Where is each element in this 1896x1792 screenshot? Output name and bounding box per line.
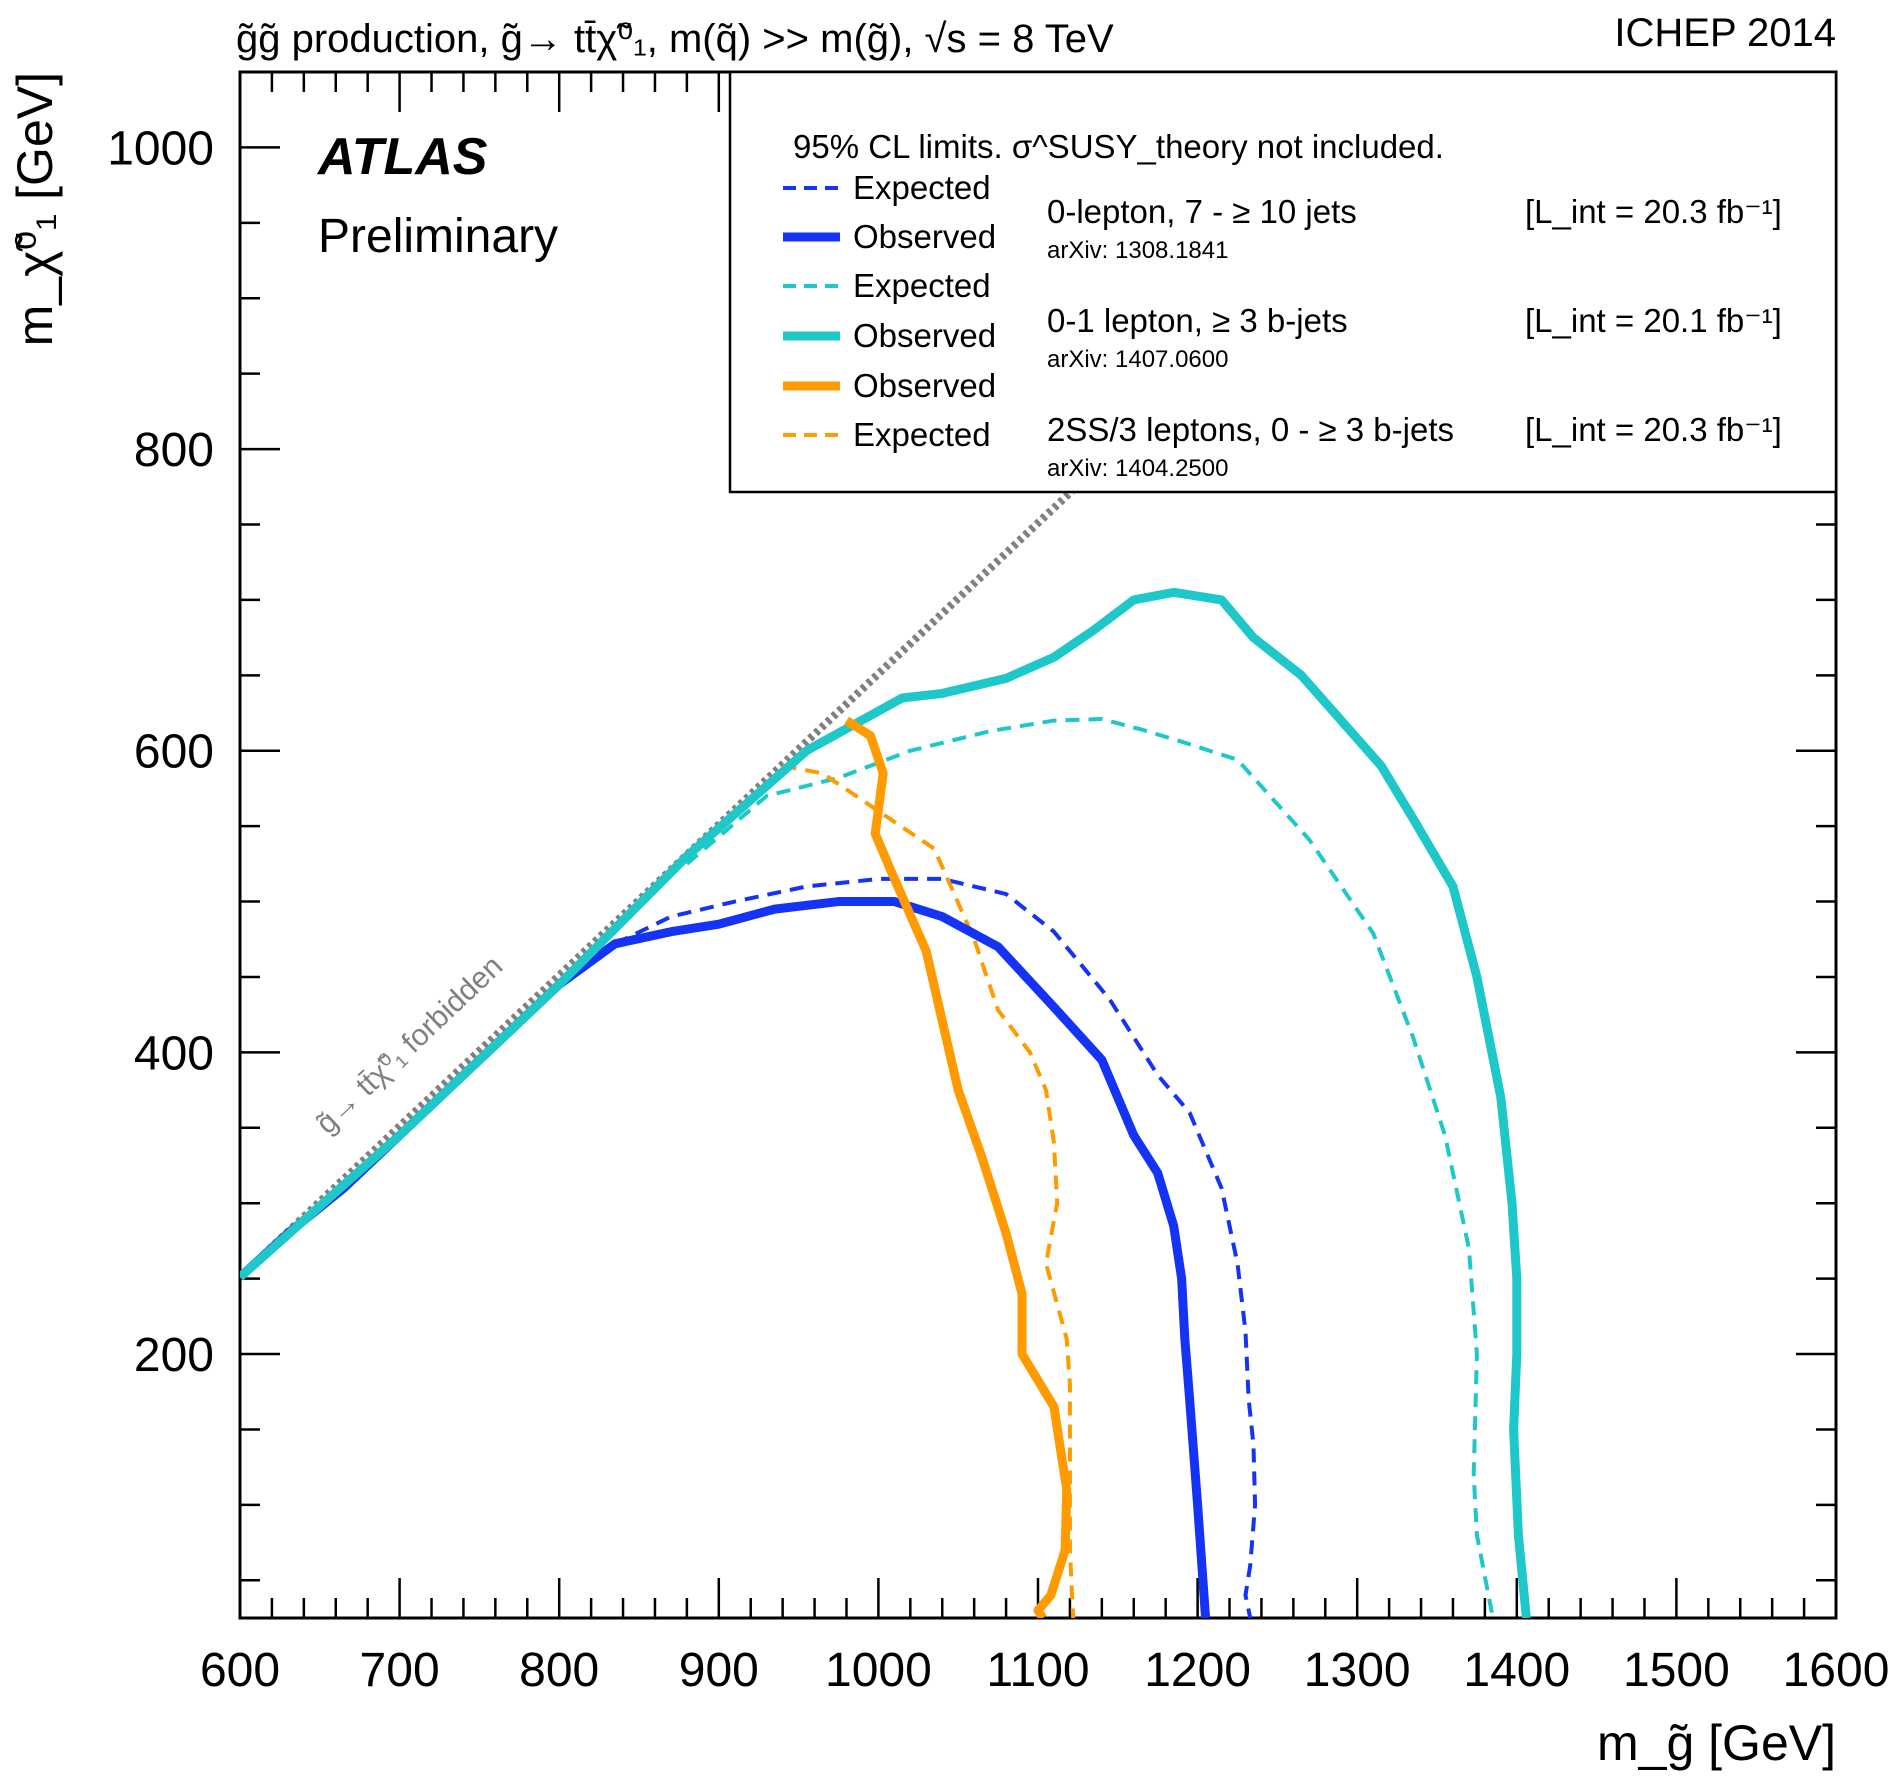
- analysis-arxiv: arXiv: 1308.1841: [1047, 237, 1228, 264]
- analysis-name: 2SS/3 leptons, 0 - ≥ 3 b-jets: [1047, 411, 1454, 448]
- y-tick-labels: 200 400 600 800 1000: [107, 122, 214, 1382]
- analysis-name: 0-lepton, 7 - ≥ 10 jets: [1047, 193, 1357, 230]
- x-tick-label: 700: [360, 1644, 440, 1697]
- plot-area: [240, 474, 1531, 1618]
- x-tick-label: 1200: [1144, 1644, 1251, 1697]
- x-tick-label: 600: [200, 1644, 280, 1697]
- legend-entry-label: Observed: [853, 218, 996, 255]
- x-tick-label: 1100: [986, 1644, 1089, 1697]
- y-tick-label: 1000: [107, 122, 214, 175]
- x-tick-label: 1000: [825, 1644, 932, 1697]
- legend-entry-label: Observed: [853, 367, 996, 404]
- legend-box: [728, 70, 1838, 494]
- x-axis-label: m_g̃ [GeV]: [1597, 1715, 1836, 1771]
- analysis-name: 0-1 lepton, ≥ 3 b-jets: [1047, 302, 1348, 339]
- y-tick-label: 600: [134, 726, 214, 779]
- conference-label: ICHEP 2014: [1614, 11, 1836, 55]
- status-label: Preliminary: [318, 210, 558, 263]
- x-tick-label: 1500: [1623, 1644, 1730, 1697]
- analysis-luminosity: [L_int = 20.1 fb⁻¹]: [1525, 302, 1782, 339]
- process-title: g̃g̃ production, g̃→ tt̄χ̃⁰₁, m(q̃) >> m…: [236, 17, 1114, 61]
- y-tick-label: 800: [134, 424, 214, 477]
- series-line-dashed-3: [685, 717, 1495, 1618]
- series-line-dashed-5: [782, 763, 1076, 1618]
- analysis-arxiv: arXiv: 1407.0600: [1047, 346, 1228, 373]
- legend-entry-label: Observed: [853, 317, 996, 354]
- x-tick-label: 800: [519, 1644, 599, 1697]
- legend-entry-label: Expected: [853, 169, 991, 206]
- legend-entry-label: Expected: [853, 267, 991, 304]
- series-line-solid-0: [240, 897, 1211, 1618]
- kinematic-limit-line: [240, 474, 1089, 1281]
- y-tick-label: 400: [134, 1027, 214, 1080]
- series-line-dashed-1: [614, 876, 1258, 1618]
- analysis-luminosity: [L_int = 20.3 fb⁻¹]: [1525, 411, 1782, 448]
- experiment-label: ATLAS: [316, 128, 488, 186]
- x-tick-label: 1600: [1783, 1644, 1890, 1697]
- x-tick-label: 1400: [1463, 1644, 1570, 1697]
- y-axis-label: m_χ̃⁰₁ [GeV]: [7, 72, 63, 346]
- legend: 95% CL limits. σ^SUSY_theory not include…: [728, 70, 1838, 494]
- x-tick-label: 900: [679, 1644, 759, 1697]
- series-line-solid-2: [240, 587, 1531, 1618]
- x-tick-labels: 600 700 800 900 1000 1100 1200 1300 1400 1500 1600: [200, 1644, 1889, 1697]
- analysis-arxiv: arXiv: 1404.2500: [1047, 455, 1228, 482]
- analysis-luminosity: [L_int = 20.3 fb⁻¹]: [1525, 193, 1782, 230]
- legend-header: 95% CL limits. σ^SUSY_theory not include…: [793, 128, 1444, 165]
- series-line-solid-4: [844, 716, 1072, 1618]
- legend-entry-label: Expected: [853, 416, 991, 453]
- x-tick-label: 1300: [1304, 1644, 1411, 1697]
- forbidden-region-label: g̃→ tt̄χ̃⁰₁ forbidden: [310, 950, 509, 1141]
- y-tick-label: 200: [134, 1329, 214, 1382]
